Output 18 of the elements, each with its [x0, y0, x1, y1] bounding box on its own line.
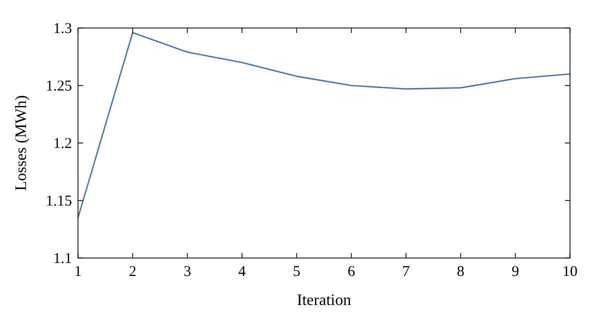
y-tick-label: 1.15 [46, 194, 72, 210]
x-tick-label: 9 [512, 264, 520, 280]
y-axis-title: Losses (MWh) [13, 95, 30, 191]
y-tick-label: 1.2 [53, 136, 72, 152]
x-tick-label: 2 [128, 264, 136, 280]
x-tick-label: 1 [74, 264, 82, 280]
x-tick-label: 8 [456, 264, 464, 280]
x-tick-label: 4 [238, 264, 246, 280]
y-tick-label: 1.3 [53, 21, 72, 37]
line-series [77, 32, 571, 218]
x-tick-label: 3 [184, 264, 192, 280]
x-tick-label: 10 [562, 264, 578, 280]
x-axis-title: Iteration [296, 292, 352, 309]
y-tick-label: 1.1 [53, 251, 72, 267]
x-tick-label: 7 [402, 264, 410, 280]
y-tick-label: 1.25 [46, 78, 72, 94]
x-tick-label: 6 [348, 264, 356, 280]
x-tick-label: 5 [292, 264, 300, 280]
